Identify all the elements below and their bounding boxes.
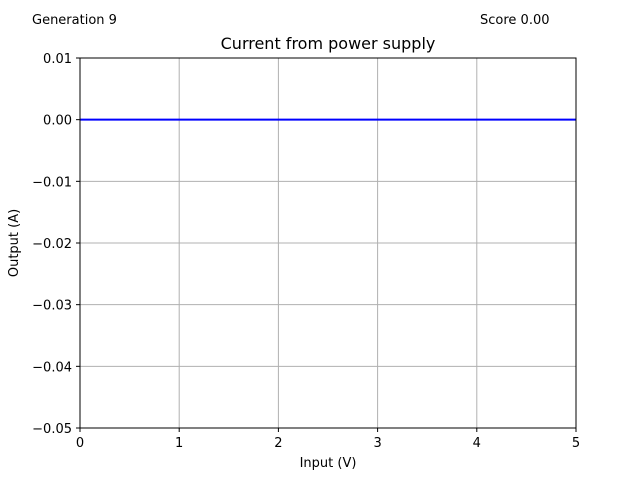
x-tick-label: 2 <box>274 436 282 451</box>
generation-label: Generation 9 <box>32 13 117 28</box>
x-tick-label: 3 <box>373 436 381 451</box>
y-tick-label: −0.05 <box>32 422 72 437</box>
y-tick-label: −0.03 <box>32 299 72 314</box>
x-ticks: 0 1 2 3 4 5 <box>76 428 580 451</box>
y-tick-label: −0.04 <box>32 360 72 375</box>
y-tick-label: −0.02 <box>32 237 72 252</box>
x-tick-label: 4 <box>473 436 481 451</box>
x-tick-label: 5 <box>572 436 580 451</box>
chart-title: Current from power supply <box>221 34 436 53</box>
y-tick-label: 0.01 <box>43 52 72 67</box>
y-axis-label: Output (A) <box>7 209 22 277</box>
y-tick-label: −0.01 <box>32 175 72 190</box>
x-axis-label: Input (V) <box>300 456 357 471</box>
score-label: Score 0.00 <box>480 13 550 28</box>
x-tick-label: 1 <box>175 436 183 451</box>
y-tick-label: 0.00 <box>43 114 72 129</box>
x-tick-label: 0 <box>76 436 84 451</box>
grid <box>79 57 577 429</box>
y-ticks: −0.05 −0.04 −0.03 −0.02 −0.01 0.00 0.01 <box>32 52 80 437</box>
